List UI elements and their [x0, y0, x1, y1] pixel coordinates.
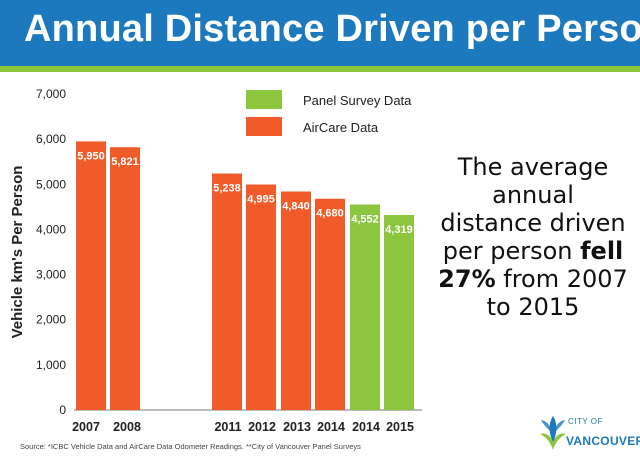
x-tick-label: 2015: [386, 420, 414, 434]
bar-2014-aircare: [315, 198, 345, 410]
source-note: Source: *ICBC Vehicle Data and AirCare D…: [20, 442, 361, 451]
summary-note: The average annual distance driven per p…: [438, 153, 628, 321]
bar-2013-aircare: [281, 191, 311, 410]
bar-2011-aircare: [212, 173, 242, 410]
bar-chart: Vehicle km's Per Person 0 1,000 2,000 3,000…: [9, 87, 422, 434]
y-tick-label: 1,000: [36, 358, 66, 372]
bar-2012-aircare: [246, 184, 276, 410]
legend: Panel Survey Data AirCare Data: [246, 90, 412, 136]
bar-data-label: 5,238: [213, 183, 241, 195]
y-tick-label: 3,000: [36, 268, 66, 282]
logo-text-line2: VANCOUVER: [566, 434, 640, 448]
header-accent-stripe: [0, 66, 640, 72]
page-title: Annual Distance Driven per Person: [24, 8, 640, 50]
x-tick-label: 2013: [283, 420, 311, 434]
flower-logo-icon: [540, 416, 566, 450]
y-tick-label: 7,000: [36, 87, 66, 101]
x-tick-label: 2011: [214, 420, 241, 434]
bar-2015-panel: [384, 215, 414, 410]
y-axis-title: Vehicle km's Per Person: [9, 166, 26, 339]
bar-data-label: 4,680: [316, 208, 344, 220]
bar-data-label: 5,821: [111, 156, 139, 168]
x-tick-label: 2008: [113, 420, 141, 434]
legend-swatch: [246, 90, 282, 109]
city-of-vancouver-logo: CITY OF VANCOUVER: [538, 410, 640, 454]
bar-data-label: 4,552: [351, 214, 379, 226]
x-tick-label: 2014: [352, 420, 380, 434]
x-tick-label: 2007: [72, 420, 100, 434]
bar-data-label: 4,319: [385, 224, 413, 236]
header-banner: Annual Distance Driven per Person: [0, 0, 640, 66]
bar-data-label: 4,840: [282, 201, 310, 213]
y-tick-label: 5,000: [36, 177, 66, 191]
legend-label: AirCare Data: [303, 120, 379, 135]
summary-text-after: from 2007 to 2015: [486, 265, 628, 321]
y-tick-label: 0: [59, 403, 66, 417]
legend-swatch: [246, 117, 282, 136]
y-axis-title-group: Vehicle km's Per Person: [9, 166, 26, 339]
summary-text-before: The average annual distance driven per p…: [440, 153, 626, 265]
bar-data-label: 5,950: [77, 150, 105, 162]
bar-data-label: 4,995: [247, 194, 275, 206]
legend-label: Panel Survey Data: [303, 93, 412, 108]
bar-2008-aircare: [110, 147, 140, 410]
logo-text-line1: CITY OF: [568, 417, 603, 426]
bars: 5,950 5,821 5,238 4,995 4,840 4,680 4,552 4,319: [76, 141, 414, 410]
bar-2007-aircare: [76, 141, 106, 410]
x-axis-labels: 2007 2008 2011 2012 2013 2014 2014 2015: [72, 420, 414, 434]
x-tick-label: 2012: [248, 420, 276, 434]
y-tick-label: 4,000: [36, 222, 66, 236]
x-tick-label: 2014: [317, 420, 345, 434]
y-tick-label: 6,000: [36, 132, 66, 146]
summary-highlight: fell 27%: [438, 237, 624, 293]
bar-2014-panel: [350, 204, 380, 410]
y-tick-label: 2,000: [36, 313, 66, 327]
